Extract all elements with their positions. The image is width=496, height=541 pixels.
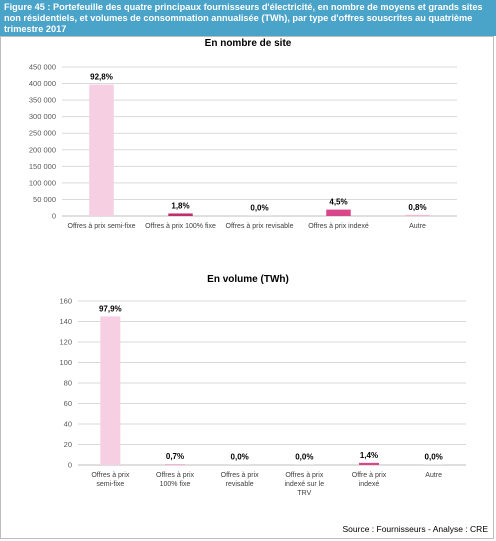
- data-label: 0,0%: [250, 203, 268, 212]
- data-label: 1,4%: [360, 451, 378, 460]
- bar: [405, 214, 430, 216]
- bar: [229, 464, 250, 465]
- category-label: Offres à prix 100% fixe: [145, 223, 216, 230]
- data-label: 0,0%: [295, 452, 313, 461]
- bar: [89, 84, 114, 216]
- figure-frame: [0, 36, 494, 539]
- category-label: Autre: [409, 223, 426, 230]
- data-label: 92,8%: [90, 73, 113, 82]
- y-tick-label: 160: [59, 297, 72, 306]
- bar: [358, 462, 380, 465]
- figure-header: Figure 45 : Portefeuille des quatre prin…: [0, 0, 496, 36]
- data-label: 1,8%: [171, 201, 189, 210]
- chart-volume: En volume (TWh) 0 20 40 60 80 100 120 140 160 97,9…: [59, 274, 466, 497]
- category-label: Offres à prix semi-fixe: [91, 472, 129, 488]
- y-tick-label: 60: [64, 399, 72, 408]
- category-label: Offres à prix indexé sur le TRV: [284, 472, 324, 497]
- category-label: Autre: [425, 472, 442, 479]
- bar: [100, 316, 121, 465]
- category-label: Offres à prix 100% fixe: [156, 472, 194, 488]
- y-tick-label: 140: [59, 317, 72, 326]
- y-tick-label: 400 000: [29, 79, 56, 88]
- y-tick-label: 150 000: [29, 162, 56, 171]
- y-tick-label: 100 000: [29, 178, 56, 187]
- bar: [168, 213, 193, 216]
- y-tick-label: 120: [59, 338, 72, 347]
- bar: [326, 209, 351, 216]
- y-tick-label: 20: [64, 440, 72, 449]
- data-label: 0,8%: [408, 203, 426, 212]
- y-tick-label: 350 000: [29, 96, 56, 105]
- y-tick-label: 0: [68, 461, 72, 470]
- y-tick-label: 450 000: [29, 63, 56, 72]
- y-tick-label: 80: [64, 379, 72, 388]
- category-label: Offres à prix semi-fixe: [68, 223, 136, 230]
- source-note: Source : Fournisseurs - Analyse : CRE: [342, 524, 488, 534]
- figure-title: Figure 45 : Portefeuille des quatre prin…: [4, 2, 483, 34]
- category-label: Offres à prix revisable: [221, 472, 259, 488]
- chart-title: En volume (TWh): [207, 274, 289, 285]
- y-tick-label: 40: [64, 420, 72, 429]
- data-label: 97,9%: [99, 304, 122, 313]
- chart-sites: En nombre de site 0 50 000 100 000 150 000 20…: [29, 38, 457, 230]
- y-tick-label: 100: [59, 358, 72, 367]
- bar: [423, 464, 444, 465]
- bar: [247, 215, 272, 216]
- data-label: 0,0%: [231, 452, 249, 461]
- chart-title: En nombre de site: [205, 38, 292, 49]
- category-label: Offres à prix indexé: [308, 223, 369, 230]
- y-tick-label: 300 000: [29, 112, 56, 121]
- data-label: 0,0%: [425, 452, 443, 461]
- y-tick-label: 250 000: [29, 129, 56, 138]
- y-tick-label: 0: [52, 212, 56, 221]
- bar: [294, 464, 315, 465]
- category-label: Offre à prix indexé: [352, 472, 387, 488]
- bar: [164, 463, 186, 465]
- data-label: 0,7%: [166, 452, 184, 461]
- y-tick-label: 200 000: [29, 145, 56, 154]
- data-label: 4,5%: [329, 198, 347, 207]
- category-label: Offres à prix revisable: [226, 223, 294, 230]
- y-tick-label: 50 000: [33, 195, 56, 204]
